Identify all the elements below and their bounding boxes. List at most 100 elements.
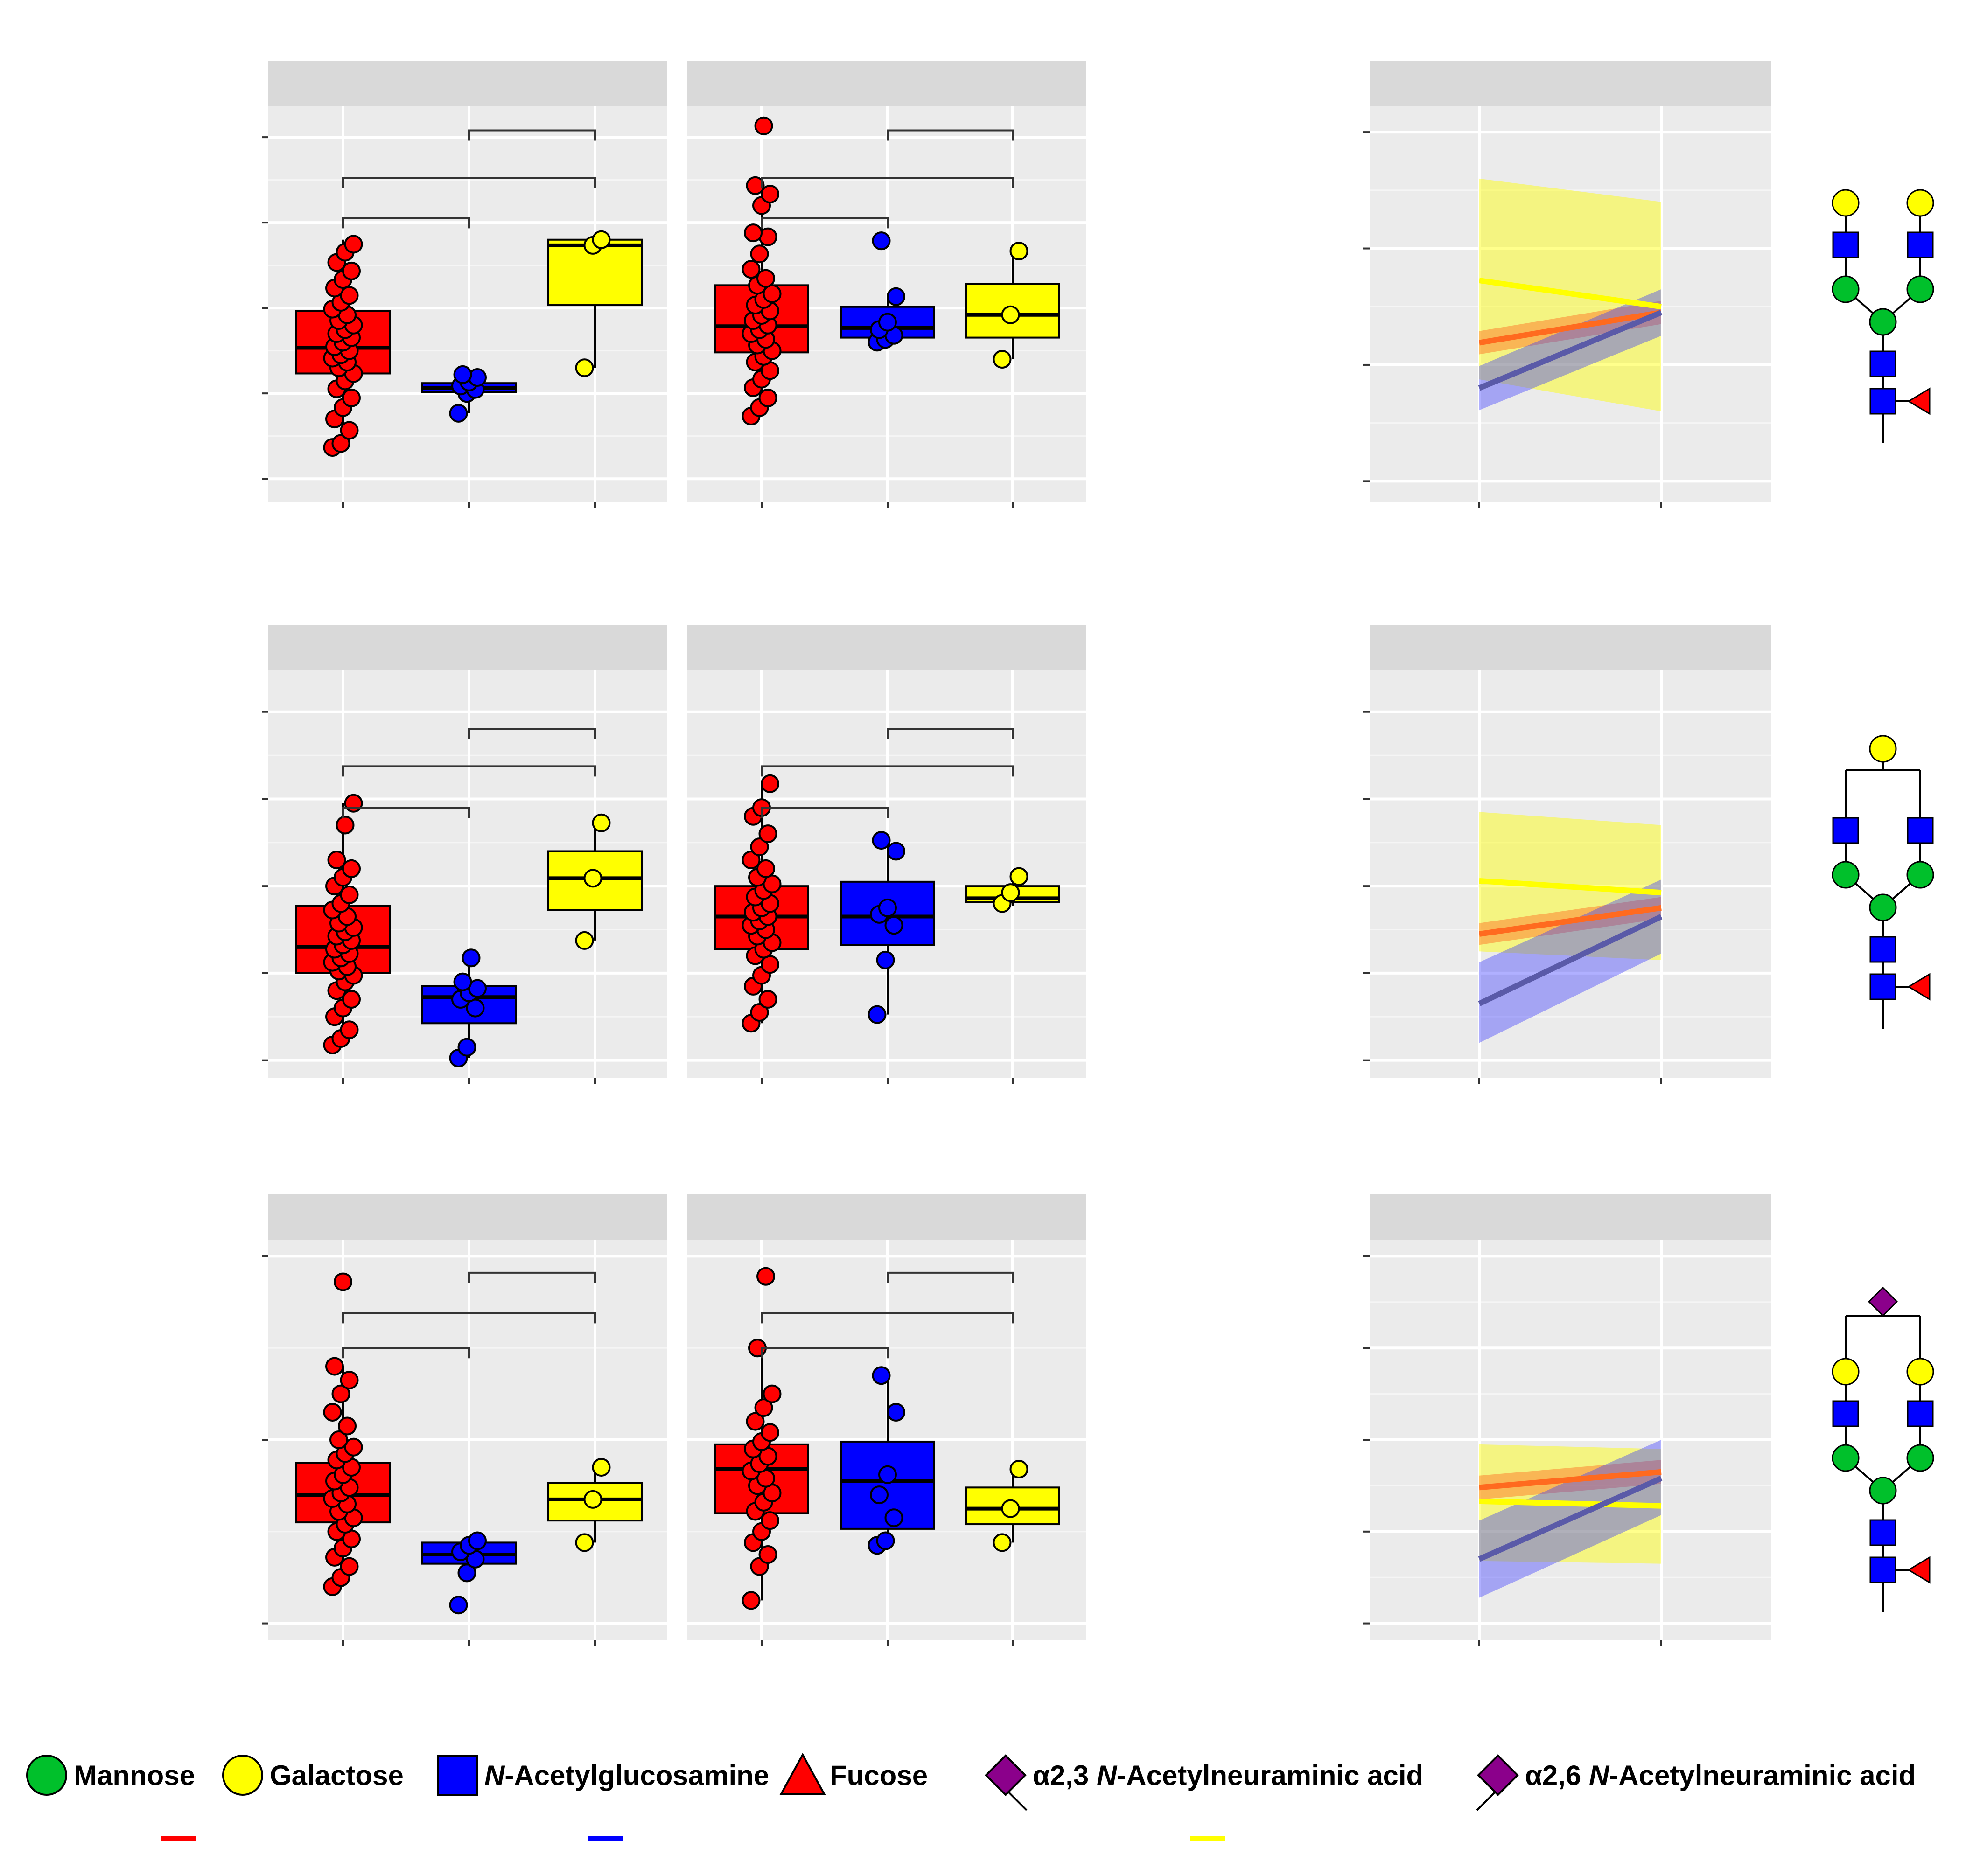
linkage-line <box>1005 1788 1028 1811</box>
facet-Pre- <box>268 625 667 1084</box>
facet-Post- <box>687 1194 1086 1646</box>
trend-line-M.Ad. <box>1478 914 1663 1006</box>
data-point <box>761 1423 779 1442</box>
glcnac-square <box>1869 388 1896 415</box>
data-point <box>750 244 769 264</box>
legend-label-italic: N <box>1097 1760 1118 1791</box>
data-point <box>342 388 361 407</box>
bracket-line <box>342 217 470 229</box>
data-point <box>325 1357 344 1376</box>
data-point <box>993 1533 1012 1552</box>
data-point <box>340 1557 359 1576</box>
data-point <box>887 842 905 861</box>
box-S.Ca. <box>547 230 643 377</box>
facet-strip-label-background <box>1370 61 1771 106</box>
data-point <box>453 365 472 384</box>
glcnac-square <box>1832 817 1859 844</box>
data-point <box>592 1458 611 1477</box>
bracket-line <box>342 807 470 818</box>
data-point <box>761 1511 779 1530</box>
box-M.Ad. <box>421 948 517 1067</box>
mannose-circle <box>1906 1444 1934 1472</box>
data-point <box>457 1038 476 1057</box>
facet-Post- <box>687 61 1086 508</box>
data-point <box>323 1402 342 1422</box>
data-point <box>592 813 611 832</box>
data-point <box>449 404 468 423</box>
mannose-circle <box>1832 1444 1860 1472</box>
box-M.Ad. <box>421 365 517 423</box>
trend-line-Ad. <box>1479 905 1662 937</box>
bracket-line <box>468 728 596 740</box>
data-point <box>878 898 897 917</box>
significance-bracket <box>761 807 889 818</box>
fucose-triangle <box>1907 387 1931 415</box>
data-point <box>872 231 891 251</box>
legend-symbol <box>1477 1754 1519 1796</box>
data-point <box>754 116 773 135</box>
data-point <box>575 1533 594 1552</box>
glcnac-square <box>1869 350 1896 377</box>
glcnac-square <box>1907 231 1934 258</box>
legend-label: α2,6 N-Acetylneuraminic acid <box>1525 1760 1916 1791</box>
box-S.Ca. <box>965 867 1060 913</box>
galactose-circle <box>1869 735 1897 763</box>
legend-item--acetylneuraminic-acid: α2,6 N-Acetylneuraminic acid <box>1476 1754 1916 1811</box>
data-point <box>756 1267 775 1286</box>
data-point <box>884 1508 903 1527</box>
galactose-circle <box>1832 1358 1860 1386</box>
box-Ad. <box>295 794 391 1054</box>
legend-label-prefix: α2,6 <box>1525 1760 1589 1791</box>
box-Ad. <box>295 1272 391 1596</box>
glycan-structure-H5N4F1E1 <box>1832 1286 1934 1612</box>
boxplot-panel-B1 <box>262 625 1086 1084</box>
facet-Pre- <box>268 1194 667 1646</box>
data-point <box>746 176 765 195</box>
data-point <box>763 1384 782 1403</box>
significance-bracket <box>887 728 1014 740</box>
bracket-line <box>761 807 889 818</box>
mannose-circle <box>1906 275 1934 303</box>
line-panel-B2 <box>1363 625 1771 1084</box>
glcnac-square <box>1832 1400 1859 1427</box>
data-point <box>742 851 761 870</box>
significance-bracket <box>887 129 1014 141</box>
data-point <box>575 931 594 950</box>
legend-label: Fucose <box>830 1760 928 1791</box>
plot-background <box>1370 670 1771 1078</box>
data-point <box>334 1272 352 1291</box>
significance-bracket <box>761 177 1014 188</box>
legend: Mannose Galactose N-Acetylglucosamine Fucos… <box>26 1752 1916 1841</box>
box-Ad. <box>714 774 809 1033</box>
bracket-line <box>761 217 889 229</box>
legend-label: N-Acetylglucosamine <box>484 1760 769 1791</box>
data-point <box>1009 867 1028 886</box>
bracket-line <box>342 1312 596 1324</box>
data-point <box>331 434 350 453</box>
data-point <box>342 261 361 280</box>
legend-item-mannose: Mannose <box>26 1755 195 1796</box>
data-point <box>583 1490 602 1509</box>
significance-bracket <box>342 177 596 188</box>
galactose-circle <box>1906 189 1934 217</box>
data-point <box>876 1531 895 1550</box>
trend-line-Ad. <box>1479 309 1662 346</box>
legend-symbol <box>437 1755 478 1796</box>
data-point <box>342 990 361 1009</box>
significance-bracket <box>761 765 1014 777</box>
facet-strip-label-background <box>268 625 667 670</box>
mannose-circle <box>1869 308 1897 336</box>
data-point <box>575 358 594 377</box>
legend-label-italic: N <box>484 1760 505 1791</box>
data-point <box>1001 305 1020 324</box>
legend-item-fucose: Fucose <box>779 1752 928 1795</box>
trend-line-M.Ad. <box>1478 1476 1663 1562</box>
data-point <box>344 794 363 813</box>
glycan-structure-H4N4F1 <box>1832 735 1934 1029</box>
data-point <box>756 859 775 878</box>
box-Ad. <box>714 1267 809 1610</box>
data-point <box>746 1412 765 1431</box>
box-Ad. <box>714 116 809 425</box>
data-point <box>742 260 761 279</box>
